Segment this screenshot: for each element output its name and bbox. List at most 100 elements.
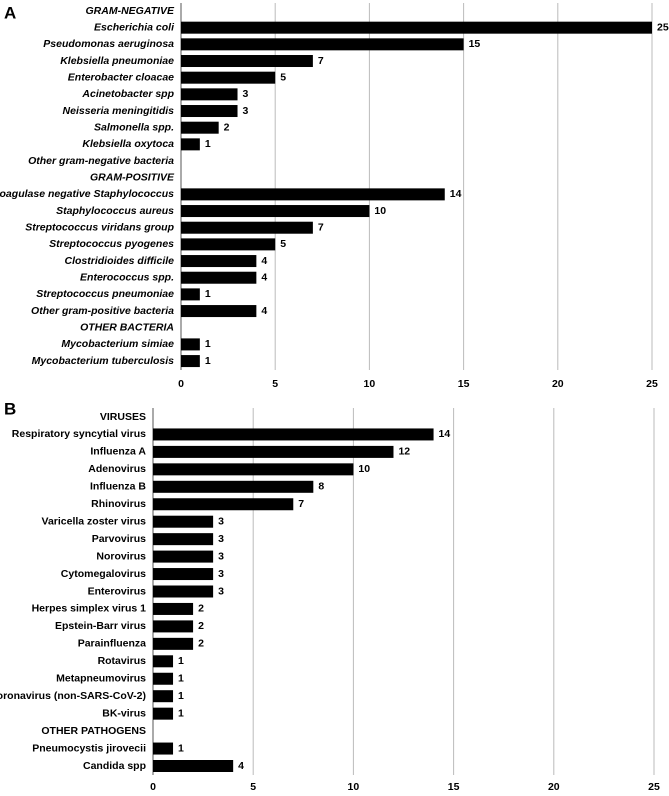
category-label: Influenza A: [90, 446, 146, 458]
panel-label: A: [4, 3, 16, 22]
category-label: Enterovirus: [88, 585, 147, 597]
value-label: 12: [398, 446, 410, 458]
value-label: 2: [198, 620, 204, 632]
bar: [153, 515, 214, 528]
value-label: 5: [280, 71, 286, 83]
value-label: 1: [178, 690, 184, 702]
category-label: Streptococcus pyogenes: [49, 238, 174, 250]
x-tick-label: 15: [458, 378, 470, 390]
bar: [153, 568, 214, 581]
value-label: 4: [261, 255, 267, 267]
category-label: Clostridioides difficile: [65, 255, 175, 267]
category-label: GRAM-NEGATIVE: [86, 5, 175, 17]
category-label: Adenovirus: [88, 463, 146, 475]
category-label: Enterococcus spp.: [80, 272, 174, 284]
value-label: 3: [218, 585, 224, 597]
bar: [181, 305, 257, 318]
value-label: 14: [439, 428, 451, 440]
category-label: Norovirus: [96, 550, 146, 562]
bar: [153, 655, 174, 668]
category-label: Klebsiella oxytoca: [82, 138, 174, 150]
bar: [181, 121, 219, 134]
category-label: Klebsiella pneumoniae: [60, 55, 174, 67]
bar: [153, 585, 214, 598]
value-label: 3: [218, 533, 224, 545]
bar: [153, 550, 214, 563]
bar: [153, 707, 174, 720]
category-label: Candida spp: [83, 760, 146, 772]
category-label: Mycobacterium simiae: [61, 338, 174, 350]
bar: [153, 690, 174, 703]
bar: [153, 672, 174, 685]
bar: [181, 205, 370, 218]
bar: [181, 288, 200, 301]
category-label: Parainfluenza: [78, 638, 146, 650]
value-label: 4: [261, 272, 267, 284]
category-label: Cytomegalovirus: [61, 568, 146, 580]
value-label: 7: [298, 498, 304, 510]
value-label: 7: [318, 55, 324, 67]
category-label: Herpes simplex virus 1: [32, 603, 147, 615]
category-label: Staphylococcus aureus: [56, 205, 174, 217]
category-label: VIRUSES: [100, 411, 146, 423]
x-tick-label: 5: [272, 378, 278, 390]
value-label: 1: [205, 338, 211, 350]
category-label: Epstein-Barr virus: [55, 620, 146, 632]
value-label: 1: [178, 742, 184, 754]
value-label: 25: [657, 21, 669, 33]
value-label: 5: [280, 238, 286, 250]
category-label: OTHER PATHOGENS: [41, 725, 146, 737]
value-label: 4: [238, 760, 244, 772]
category-label: OTHER BACTERIA: [80, 322, 174, 334]
chart-panel: B 0 5 10 15 20 25 VIRUSES Respiratory syncytial …: [0, 399, 660, 792]
bar: [181, 355, 200, 368]
bar: [153, 480, 314, 493]
bar: [153, 620, 194, 633]
bar: [153, 463, 354, 476]
value-label: 2: [198, 603, 204, 615]
category-label: Influenza B: [90, 481, 146, 493]
x-tick-label: 25: [646, 378, 658, 390]
value-label: 14: [450, 188, 462, 200]
value-label: 3: [218, 515, 224, 527]
category-label: Acinetobacter spp: [81, 88, 174, 100]
bar: [153, 498, 294, 511]
x-tick-label: 10: [364, 378, 376, 390]
category-label: Streptococcus viridans group: [25, 221, 174, 233]
category-label: Respiratory syncytial virus: [12, 428, 146, 440]
value-label: 1: [178, 673, 184, 685]
category-label: Varicella zoster virus: [42, 515, 147, 527]
value-label: 15: [469, 38, 481, 50]
x-tick-label: 0: [150, 781, 156, 793]
x-tick-label: 10: [348, 781, 360, 793]
bar: [181, 271, 257, 284]
x-tick-label: 20: [552, 378, 564, 390]
value-label: 1: [205, 138, 211, 150]
x-tick-label: 0: [178, 378, 184, 390]
bar: [181, 188, 445, 201]
bar: [181, 88, 238, 101]
bar: [181, 238, 276, 251]
category-label: Coronavirus (non-SARS-CoV-2): [0, 690, 146, 702]
category-label: Pneumocystis jirovecii: [32, 742, 146, 754]
category-label: Mycobacterium tuberculosis: [32, 355, 175, 367]
value-label: 3: [218, 568, 224, 580]
bar: [153, 637, 194, 650]
value-label: 4: [261, 305, 267, 317]
category-label: Salmonella spp.: [94, 121, 174, 133]
category-label: Other gram-negative bacteria: [28, 155, 174, 167]
value-label: 8: [318, 481, 324, 493]
bar: [181, 38, 464, 51]
category-label: Other gram-positive bacteria: [31, 305, 174, 317]
bar: [181, 138, 200, 151]
category-label: Pseudomonas aeruginosa: [43, 38, 174, 50]
category-label: Rhinovirus: [91, 498, 146, 510]
x-tick-label: 15: [448, 781, 460, 793]
value-label: 1: [178, 655, 184, 667]
category-label: Streptococcus pneumoniae: [36, 288, 174, 300]
bar: [181, 255, 257, 268]
value-label: 10: [358, 463, 370, 475]
bar: [153, 533, 214, 546]
